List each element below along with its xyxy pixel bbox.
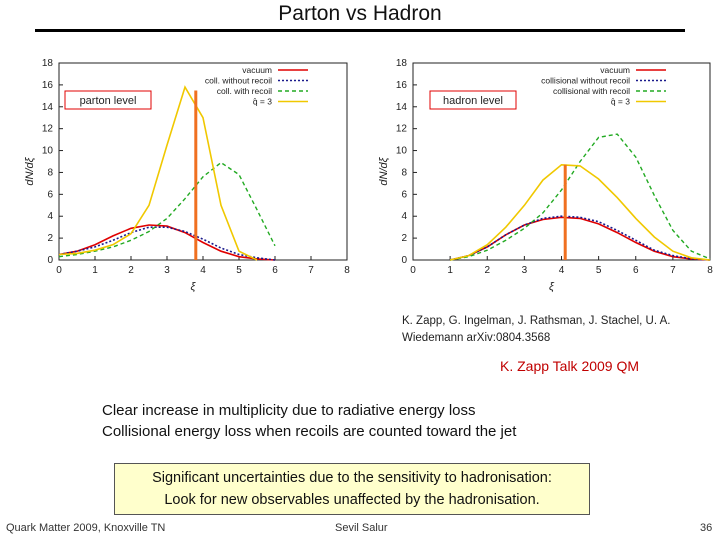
x-tick-label: 4 bbox=[200, 265, 206, 276]
bullet-item: Clear increase in multiplicity due to ra… bbox=[102, 402, 476, 419]
x-tick-label: 1 bbox=[92, 265, 98, 276]
callout-line: Significant uncertainties due to the sen… bbox=[152, 470, 552, 486]
y-tick-label: 10 bbox=[42, 146, 54, 157]
y-tick-label: 2 bbox=[401, 233, 407, 244]
legend-label: collisional with recoil bbox=[553, 86, 630, 96]
x-tick-label: 8 bbox=[344, 265, 350, 276]
y-tick-label: 6 bbox=[47, 189, 53, 200]
y-tick-label: 18 bbox=[396, 58, 408, 69]
y-tick-label: 0 bbox=[401, 255, 407, 266]
talk-reference: K. Zapp Talk 2009 QM bbox=[500, 358, 640, 374]
series-line bbox=[449, 216, 711, 261]
y-axis-label: dN/dξ bbox=[24, 156, 36, 185]
series-line bbox=[58, 85, 258, 261]
x-tick-label: 3 bbox=[522, 265, 528, 276]
x-tick-label: 0 bbox=[410, 265, 416, 276]
title-underline bbox=[35, 29, 685, 32]
x-tick-label: 8 bbox=[707, 265, 713, 276]
level-label-box bbox=[429, 90, 517, 110]
series-line bbox=[449, 163, 711, 261]
x-tick-label: 7 bbox=[308, 265, 314, 276]
series-line bbox=[58, 226, 276, 261]
y-tick-label: 4 bbox=[401, 211, 407, 222]
y-tick-label: 16 bbox=[396, 80, 408, 91]
legend-label: vacuum bbox=[242, 65, 272, 75]
x-tick-label: 2 bbox=[128, 265, 134, 276]
x-tick-label: 5 bbox=[236, 265, 242, 276]
x-axis-label: ξ bbox=[191, 281, 197, 293]
callout-box: Significant uncertainties due to the sen… bbox=[114, 463, 590, 515]
x-tick-label: 5 bbox=[596, 265, 602, 276]
x-tick-label: 6 bbox=[272, 265, 278, 276]
y-tick-label: 12 bbox=[396, 124, 408, 135]
legend-label: q̂ = 3 bbox=[611, 97, 630, 107]
series-line bbox=[449, 133, 711, 261]
x-axis-label: ξ bbox=[549, 281, 555, 293]
legend-label: q̂ = 3 bbox=[253, 97, 272, 107]
y-tick-label: 14 bbox=[396, 102, 408, 113]
y-tick-label: 8 bbox=[47, 167, 53, 178]
y-tick-label: 2 bbox=[47, 233, 53, 244]
x-tick-label: 3 bbox=[164, 265, 170, 276]
x-tick-label: 4 bbox=[559, 265, 565, 276]
hadron-level-plot: 0 2 4 6 8 10 12 14 16 18 0 1 2 3 4 5 6 7 8 ξ dN/dξ hadron lev… bbox=[362, 55, 717, 305]
x-tick-label: 0 bbox=[56, 265, 62, 276]
citation: K. Zapp, G. Ingelman, J. Rathsman, J. St… bbox=[402, 315, 671, 344]
x-tick-label: 7 bbox=[670, 265, 676, 276]
footer-conference: Quark Matter 2009, Knoxville TN bbox=[6, 522, 166, 534]
y-tick-label: 4 bbox=[47, 211, 53, 222]
footer-author: Sevil Salur bbox=[335, 522, 388, 534]
parton-level-plot: 0 2 4 6 8 10 12 14 16 18 0 1 2 3 4 5 6 7 8 ξ dN/dξ parton lev… bbox=[2, 55, 354, 305]
bullet-item: Collisional energy loss when recoils are… bbox=[102, 423, 517, 440]
y-tick-label: 6 bbox=[401, 189, 407, 200]
series-line bbox=[58, 161, 276, 258]
y-tick-label: 12 bbox=[42, 124, 54, 135]
legend-label: collisional without recoil bbox=[541, 76, 630, 86]
bullet-list: Clear increase in multiplicity due to ra… bbox=[102, 400, 516, 442]
level-label: parton level bbox=[80, 95, 137, 107]
legend-label: coll. with recoil bbox=[217, 86, 272, 96]
y-tick-label: 0 bbox=[47, 255, 53, 266]
y-tick-label: 16 bbox=[42, 80, 54, 91]
y-tick-label: 8 bbox=[401, 167, 407, 178]
legend-label: vacuum bbox=[600, 65, 630, 75]
x-tick-label: 2 bbox=[484, 265, 490, 276]
y-tick-label: 10 bbox=[396, 146, 408, 157]
level-label: hadron level bbox=[443, 95, 503, 107]
slide-title: Parton vs Hadron bbox=[278, 2, 442, 25]
y-tick-label: 14 bbox=[42, 102, 54, 113]
y-axis-label: dN/dξ bbox=[378, 156, 390, 185]
y-tick-label: 18 bbox=[42, 58, 54, 69]
level-label-box bbox=[64, 90, 152, 110]
x-tick-label: 1 bbox=[447, 265, 453, 276]
x-tick-label: 6 bbox=[633, 265, 639, 276]
footer-page-number: 36 bbox=[700, 522, 713, 534]
series-line bbox=[449, 215, 711, 261]
series-line bbox=[58, 224, 276, 261]
legend-label: coll. without recoil bbox=[205, 76, 272, 86]
callout-line: Look for new observables unaffected by t… bbox=[164, 492, 540, 508]
